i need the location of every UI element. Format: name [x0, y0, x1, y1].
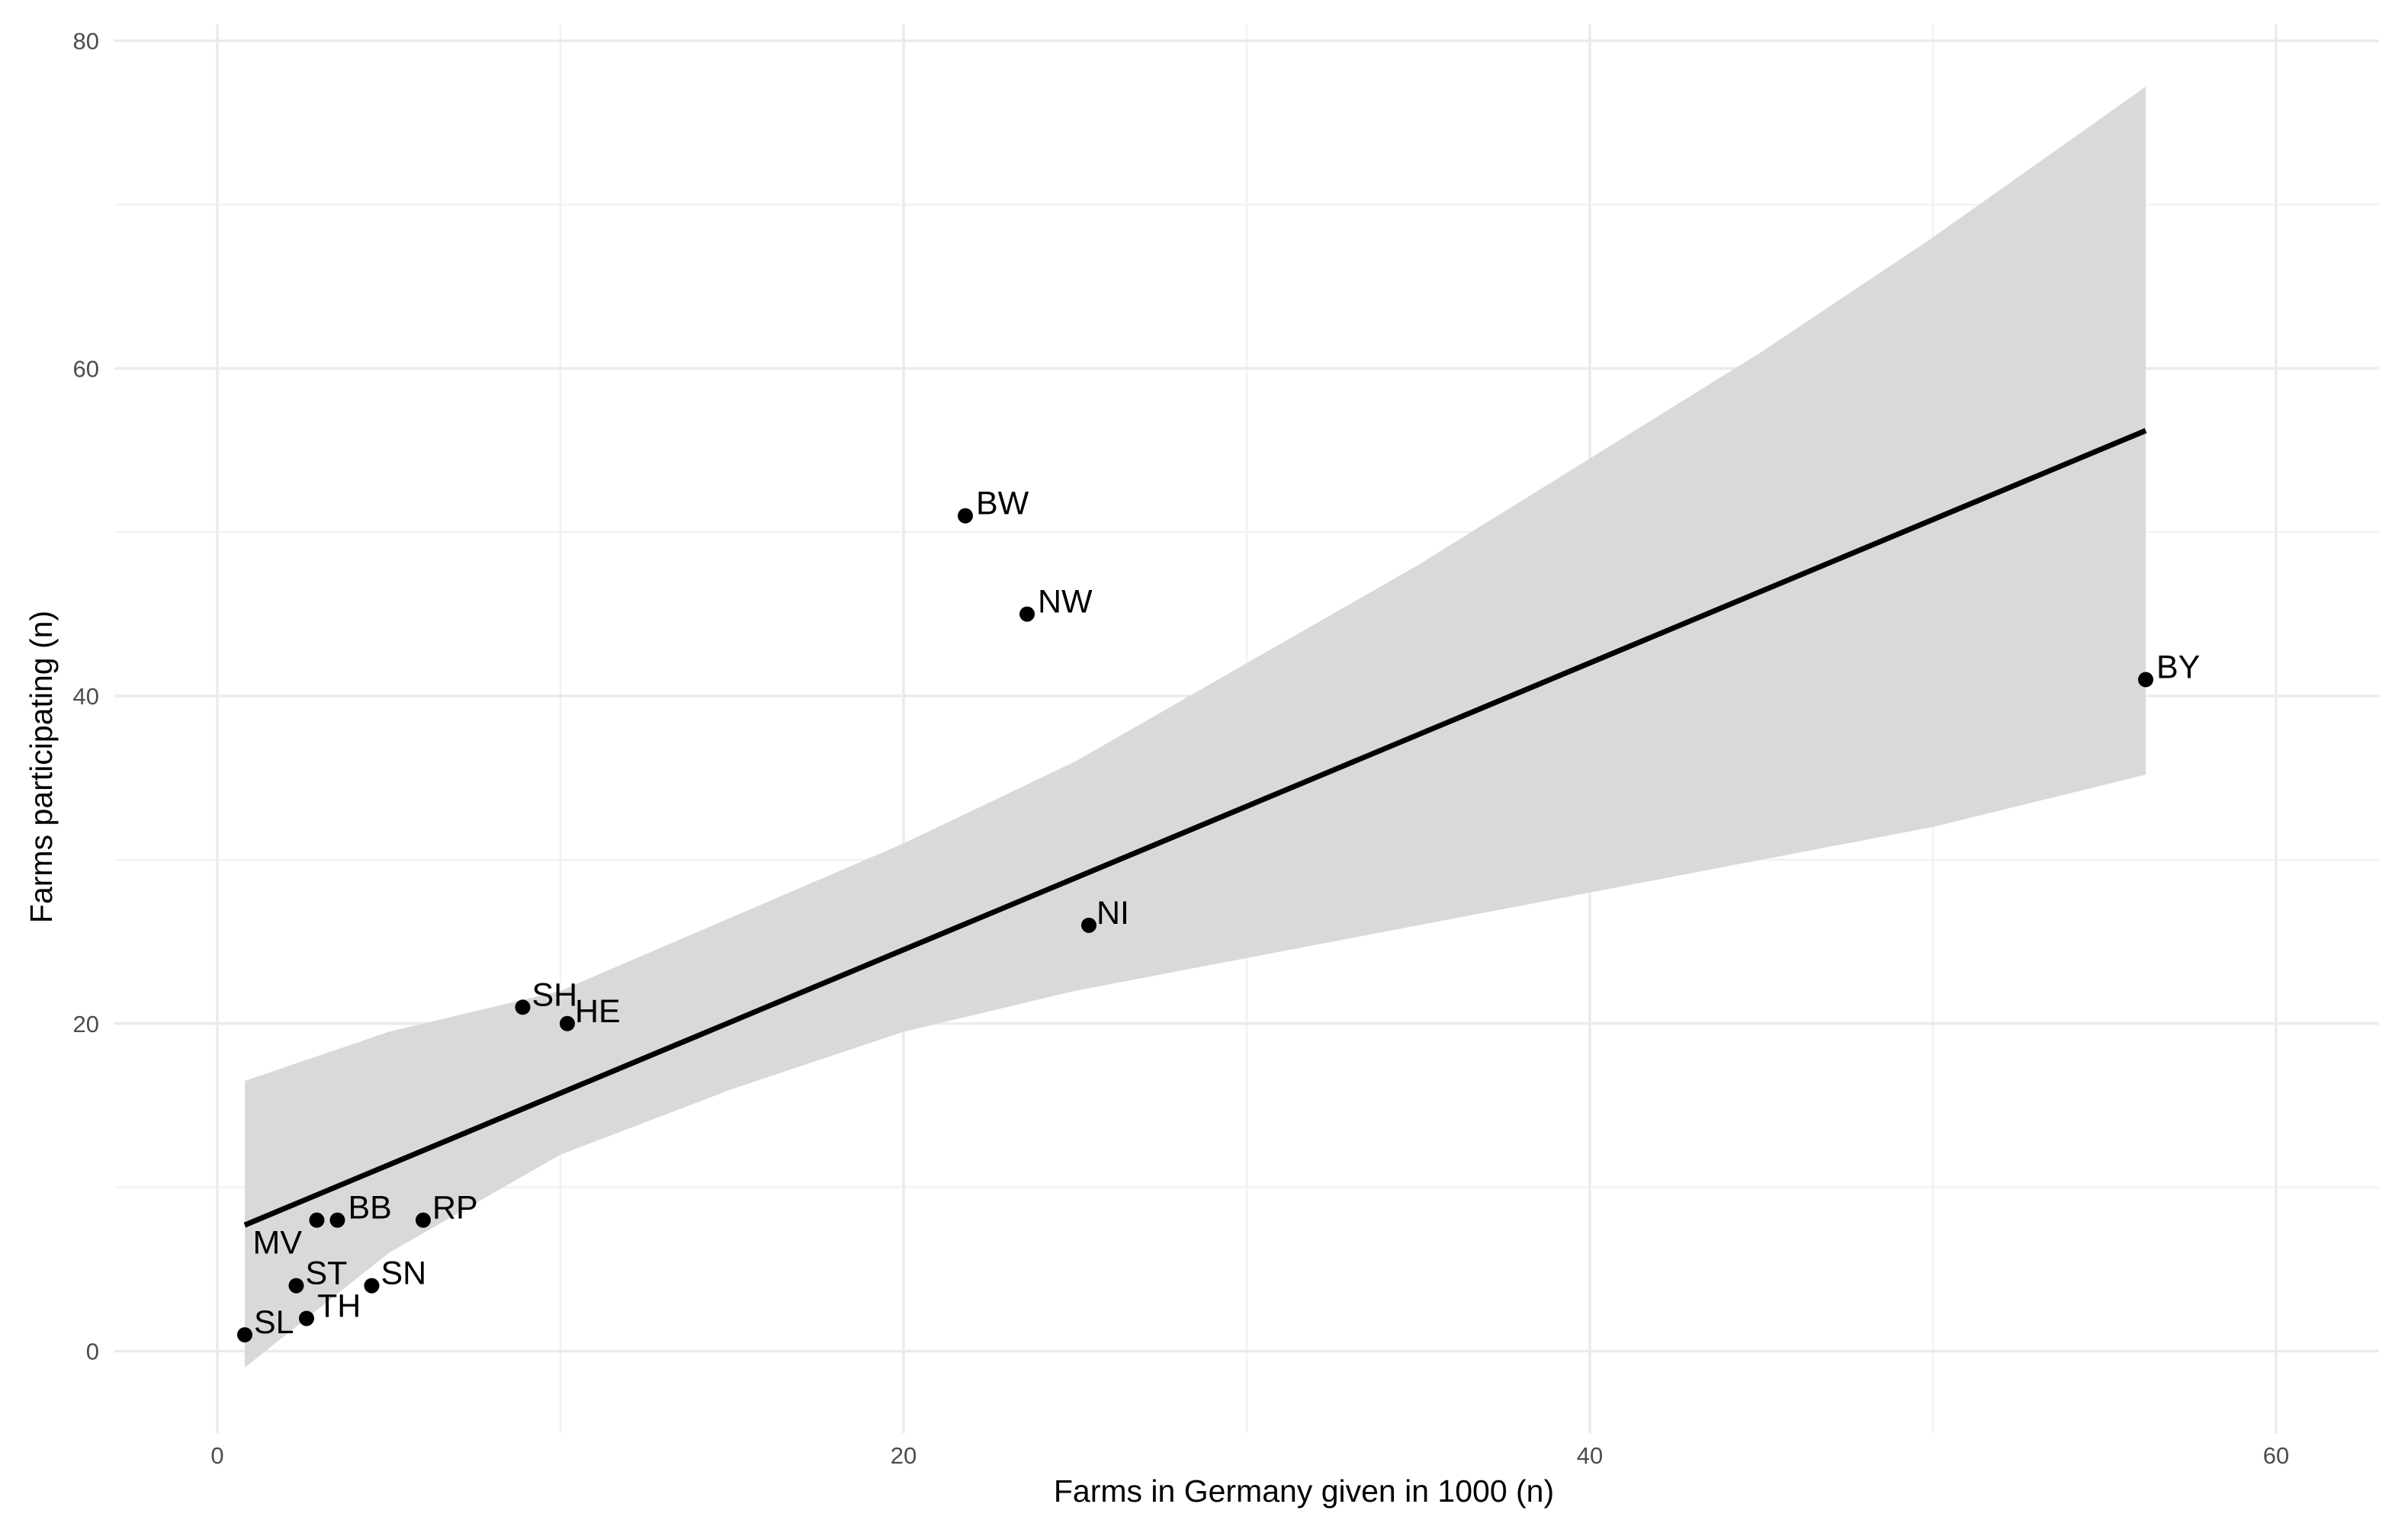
point-label-ni: NI — [1096, 895, 1129, 932]
point-label-by: BY — [2156, 649, 2200, 686]
data-point-bb — [329, 1212, 345, 1228]
data-point-sl — [237, 1327, 252, 1343]
point-label-sh: SH — [532, 976, 578, 1013]
data-point-bw — [958, 508, 973, 524]
data-point-sn — [364, 1278, 380, 1294]
confidence-band — [245, 86, 2146, 1368]
regression-layer — [243, 428, 2147, 1228]
data-point-rp — [416, 1212, 431, 1228]
data-point-nw — [1019, 606, 1035, 622]
y-tick-label: 80 — [73, 27, 99, 54]
data-point-sh — [515, 999, 531, 1015]
point-label-he: HE — [575, 993, 621, 1030]
point-label-bb: BB — [348, 1190, 392, 1227]
data-point-th — [299, 1310, 314, 1326]
x-tick-label: 60 — [2263, 1442, 2289, 1469]
y-tick-label: 40 — [73, 683, 99, 710]
x-tick-label: 40 — [1577, 1442, 1603, 1469]
regression-line — [243, 428, 2147, 1228]
y-tick-label: 20 — [73, 1011, 99, 1037]
point-label-st: ST — [306, 1255, 348, 1292]
point-label-mv: MV — [253, 1225, 303, 1262]
data-point-st — [288, 1278, 304, 1294]
y-axis-title: Farms participating (n) — [24, 611, 59, 923]
y-tick-label: 0 — [86, 1339, 99, 1365]
point-label-bw: BW — [976, 486, 1029, 522]
point-label-sn: SN — [381, 1255, 427, 1292]
x-axis-title: Farms in Germany given in 1000 (n) — [1054, 1473, 1554, 1509]
y-tick-label: 60 — [73, 355, 99, 382]
data-point-mv — [309, 1212, 325, 1228]
x-tick-label: 20 — [891, 1442, 917, 1469]
point-label-rp: RP — [432, 1190, 478, 1227]
data-point-by — [2138, 672, 2153, 688]
x-tick-label: 0 — [210, 1442, 223, 1469]
data-point-he — [560, 1015, 575, 1031]
tick-labels: 0 20 40 60 0 20 40 60 80 — [73, 27, 2290, 1469]
point-label-nw: NW — [1038, 584, 1093, 620]
data-point-ni — [1081, 917, 1096, 933]
confidence-band-layer — [245, 86, 2146, 1368]
points-layer — [237, 508, 2153, 1343]
point-label-th: TH — [317, 1288, 361, 1325]
point-label-sl: SL — [254, 1304, 294, 1341]
